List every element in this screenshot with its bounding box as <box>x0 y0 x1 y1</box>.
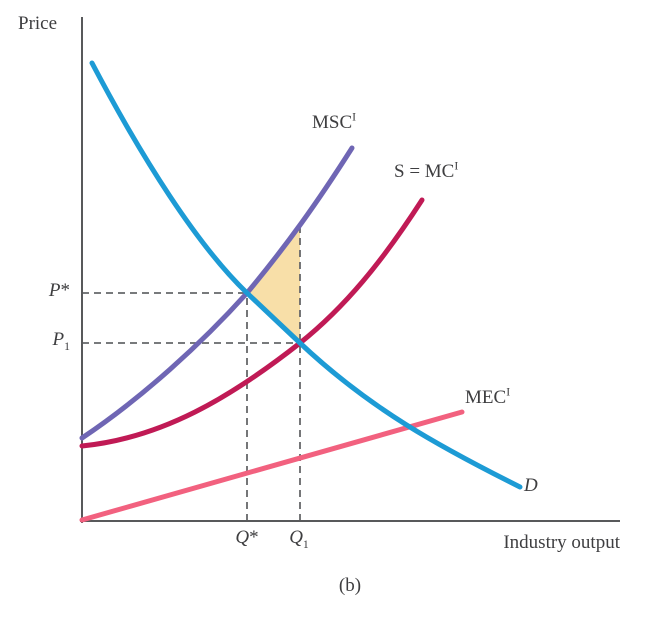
demand-curve <box>89 60 523 490</box>
msc-curve-label: MSCI <box>312 110 357 134</box>
mec-curve <box>79 409 465 523</box>
p-star-tick-label: P* <box>28 280 71 302</box>
msc-curve-label-text: MSC <box>312 112 353 133</box>
q1-subscript: 1 <box>302 537 309 551</box>
welfare-loss-shaded-triangle <box>247 224 300 343</box>
msc-superscript: I <box>352 110 357 124</box>
q1-base: Q <box>289 527 303 548</box>
mec-curve-label-text: MEC <box>465 387 507 408</box>
q-star-tick-label: Q* <box>228 527 266 549</box>
q1-tick-label: Q1 <box>280 527 318 551</box>
y-axis-label: Price <box>18 13 58 34</box>
q-star-base: Q <box>235 527 250 548</box>
p1-base: P <box>52 329 65 350</box>
supply-mc-superscript: I <box>454 159 459 173</box>
q-star-mark: * <box>249 527 259 548</box>
supply-mc-curve-label: S = MCI <box>394 159 459 183</box>
p1-subscript: 1 <box>64 339 70 353</box>
p1-tick-label: P1 <box>28 329 71 353</box>
mec-superscript: I <box>506 385 511 399</box>
p-star-base: P <box>48 280 61 301</box>
mec-curve-label: MECI <box>465 385 511 409</box>
demand-curve-label: D <box>524 475 538 496</box>
subfigure-caption: (b) <box>338 575 362 596</box>
x-axis-label: Industry output <box>503 532 620 553</box>
supply-mc-curve <box>79 197 425 449</box>
supply-mc-curve-label-text: S = MC <box>394 161 455 182</box>
p-star-mark: * <box>60 280 71 301</box>
